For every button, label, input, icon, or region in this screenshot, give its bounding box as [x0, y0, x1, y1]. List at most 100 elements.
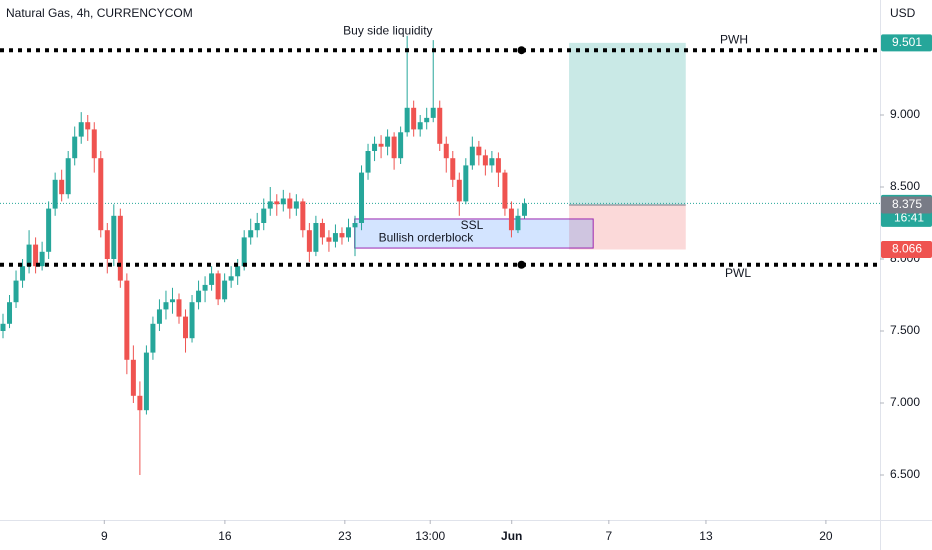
candle-body [365, 150, 371, 173]
candle-body [352, 222, 358, 228]
candle-body [85, 122, 91, 130]
x-tick-label: 23 [338, 529, 352, 543]
price-tag-label: 8.375 [892, 197, 922, 211]
candle-body [183, 316, 189, 339]
candle-body [235, 266, 241, 277]
y-tick-label: 7.500 [890, 323, 920, 337]
price-tag-countdown: 16:41 [894, 211, 924, 225]
candle-body [469, 146, 475, 166]
candle-body [287, 198, 293, 209]
y-tick-label: 6.500 [890, 467, 920, 481]
price-tag [881, 196, 932, 214]
candle-body [300, 201, 306, 231]
candle-body [489, 158, 495, 166]
candle-body [404, 107, 410, 133]
candle-body [124, 280, 130, 360]
candle-body [443, 143, 449, 159]
candle-body [274, 201, 280, 205]
candle-body [26, 244, 32, 267]
price-tag-label: 8.066 [892, 242, 922, 256]
candle-body [91, 129, 97, 159]
candle-body [385, 136, 391, 147]
candle-body [228, 276, 234, 281]
level-label: PWH [720, 32, 748, 46]
candle-body [156, 309, 162, 324]
x-tick-label: 13:00 [415, 529, 445, 543]
candle-body [508, 208, 514, 231]
candle-body [515, 215, 521, 231]
y-tick-label: 9.000 [890, 107, 920, 121]
x-tick-label: 9 [101, 529, 108, 543]
candle-body [13, 280, 19, 303]
candle-body [137, 395, 143, 411]
candle-body [456, 179, 462, 202]
x-tick-label: Jun [501, 529, 522, 543]
candle-body [59, 179, 65, 195]
candle-body [293, 201, 299, 209]
candle-body [104, 230, 110, 259]
candle-body [98, 158, 104, 231]
candle-body [495, 158, 501, 173]
x-tick-label: 13 [699, 529, 713, 543]
y-tick-label: 8.500 [890, 179, 920, 193]
candle-body [169, 299, 175, 303]
candle-body [248, 230, 254, 238]
candle-body [339, 233, 345, 238]
candle-body [241, 237, 247, 267]
candle-body [176, 299, 182, 317]
candle-body [332, 233, 338, 242]
candle-body [0, 323, 6, 331]
candle-body [222, 280, 228, 300]
candle-body [280, 198, 286, 205]
candle-body [33, 244, 39, 267]
candle-body [345, 227, 351, 238]
target-zone [569, 42, 686, 205]
candle-body [463, 165, 469, 202]
currency-label: USD [890, 6, 916, 20]
candle-body [476, 146, 482, 156]
candle-body [437, 107, 443, 144]
candle-body [117, 215, 123, 281]
candle-body [398, 132, 404, 159]
y-tick-label: 7.000 [890, 395, 920, 409]
level-label: PWL [725, 266, 751, 280]
annotation: SSL [461, 218, 484, 232]
candle-body [424, 117, 430, 123]
x-tick-label: 7 [605, 529, 612, 543]
annotation: Buy side liquidity [343, 24, 432, 38]
candle-body [52, 179, 58, 209]
candle-body [111, 215, 117, 259]
candle-body [163, 302, 169, 310]
candle-body [378, 143, 384, 147]
candle-body [130, 359, 136, 396]
orderblock [354, 218, 594, 249]
candle-body [450, 158, 456, 180]
candle-body [72, 136, 78, 159]
candle-body [254, 222, 260, 231]
candle-body [267, 201, 273, 209]
candle-body [319, 222, 325, 238]
candle-body [372, 143, 378, 151]
level-dot [517, 46, 526, 55]
candle-body [482, 155, 488, 166]
candle-body [411, 107, 417, 130]
candle-body [306, 230, 312, 252]
candle-body [189, 302, 195, 339]
candle-body [46, 208, 52, 252]
candle-body [326, 237, 332, 242]
candle-body [521, 203, 527, 216]
candle-body [39, 251, 45, 267]
price-tag [881, 34, 932, 52]
price-tag [881, 240, 932, 258]
orderblock-label: Bullish orderblock [379, 231, 475, 245]
candle-body [65, 158, 71, 195]
candle-body [20, 266, 26, 281]
candle-body [202, 284, 208, 291]
candle-body [143, 352, 149, 411]
candle-body [261, 208, 267, 223]
candle-body [196, 290, 202, 303]
candle-body [313, 222, 319, 252]
candle-body [417, 122, 423, 130]
